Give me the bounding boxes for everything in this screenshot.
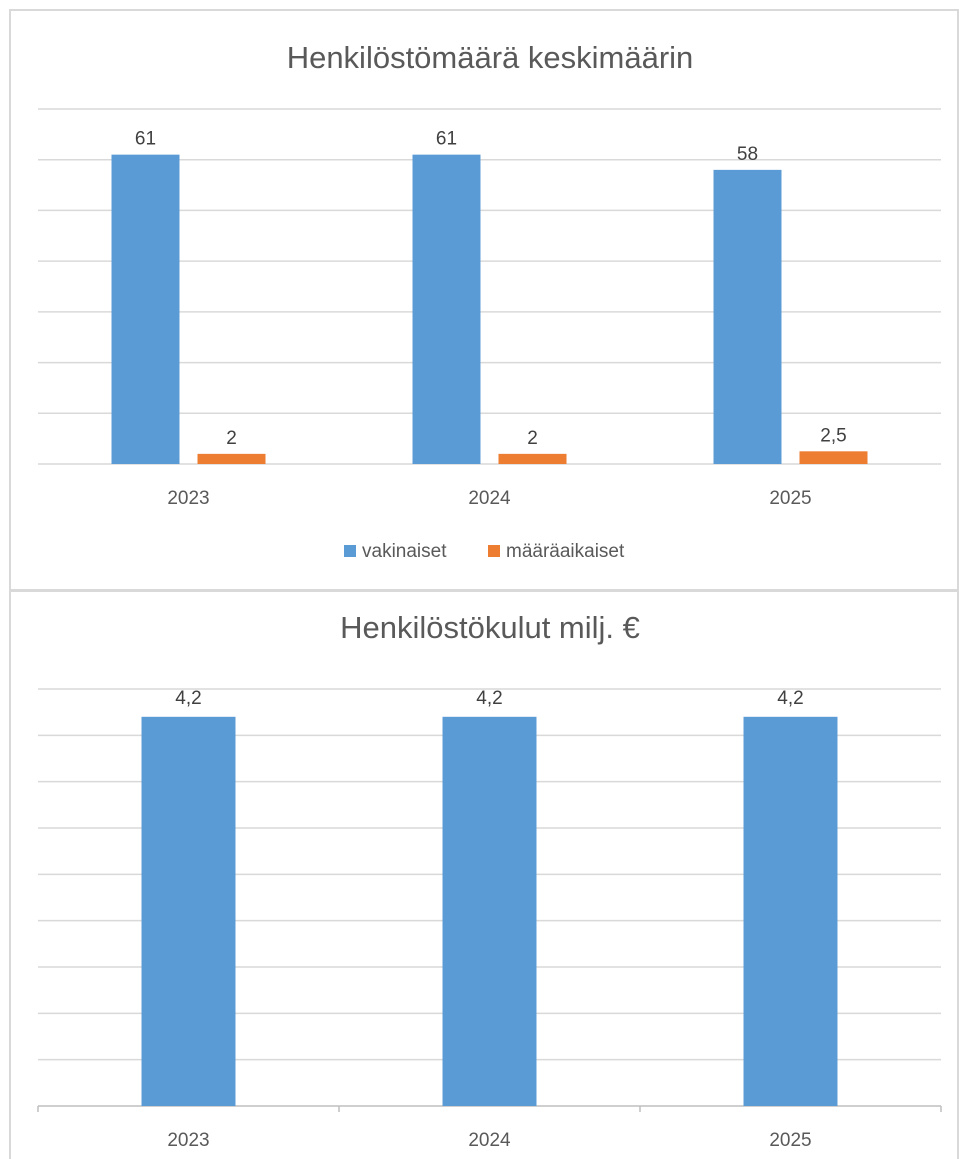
x-tick-2025: 2025 xyxy=(769,1130,811,1151)
bar-määräaikaiset-2023 xyxy=(197,453,266,464)
bars xyxy=(111,154,868,464)
data-labels: 61 2 61 2 58 2,5 xyxy=(135,129,847,449)
data-label-määräaikaiset-2024: 2 xyxy=(527,428,538,449)
data-label-vakinaiset-2025: 58 xyxy=(737,144,758,165)
data-label-2023: 4,2 xyxy=(175,688,201,709)
staff-costs-chart: 4,2 4,2 4,2 2023 2024 2025 Henkilöstökulut m… xyxy=(37,610,942,1151)
legend-swatch-maaraaikaiset xyxy=(488,545,500,557)
legend-label-vakinaiset: vakinaiset xyxy=(362,541,447,562)
chart-title: Henkilöstömäärä keskimäärin xyxy=(287,40,694,75)
data-label-määräaikaiset-2023: 2 xyxy=(226,428,237,449)
bar-vakinaiset-2023 xyxy=(111,154,180,464)
bar-määräaikaiset-2025 xyxy=(799,451,868,464)
gridlines xyxy=(38,108,941,465)
legend-label-maaraaikaiset: määräaikaiset xyxy=(506,541,625,562)
x-tick-labels: 2023 2024 2025 xyxy=(167,1130,811,1151)
bar-määräaikaiset-2024 xyxy=(498,453,567,464)
x-tick-2023: 2023 xyxy=(167,1130,209,1151)
data-label-vakinaiset-2023: 61 xyxy=(135,129,156,150)
data-label-2024: 4,2 xyxy=(476,688,502,709)
legend: vakinaiset määräaikaiset xyxy=(344,541,625,562)
chart-title: Henkilöstökulut milj. € xyxy=(340,610,640,645)
x-tick-2025: 2025 xyxy=(769,488,811,509)
bar-2023 xyxy=(141,716,236,1106)
legend-swatch-vakinaiset xyxy=(344,545,356,557)
bar-2025 xyxy=(743,716,838,1106)
x-tick-labels: 2023 2024 2025 xyxy=(167,488,811,509)
x-tick-2023: 2023 xyxy=(167,488,209,509)
bar-vakinaiset-2024 xyxy=(412,154,481,464)
bar-vakinaiset-2025 xyxy=(713,169,782,464)
data-label-2025: 4,2 xyxy=(777,688,803,709)
data-label-määräaikaiset-2025: 2,5 xyxy=(820,425,846,446)
chart-panel-staff-count: 61 2 61 2 58 2,5 2023 2024 2025 Henkilöstömäärä… xyxy=(9,9,959,591)
staff-count-chart: 61 2 61 2 58 2,5 2023 2024 2025 Henkilöstömäärä… xyxy=(38,40,941,562)
bars xyxy=(141,716,838,1106)
x-tick-2024: 2024 xyxy=(468,488,511,509)
bar-2024 xyxy=(442,716,537,1106)
data-label-vakinaiset-2024: 61 xyxy=(436,129,457,150)
chart-panel-staff-costs: 4,2 4,2 4,2 2023 2024 2025 Henkilöstökulut m… xyxy=(9,590,959,1159)
x-tick-2024: 2024 xyxy=(468,1130,511,1151)
data-labels: 4,2 4,2 4,2 xyxy=(175,688,803,709)
